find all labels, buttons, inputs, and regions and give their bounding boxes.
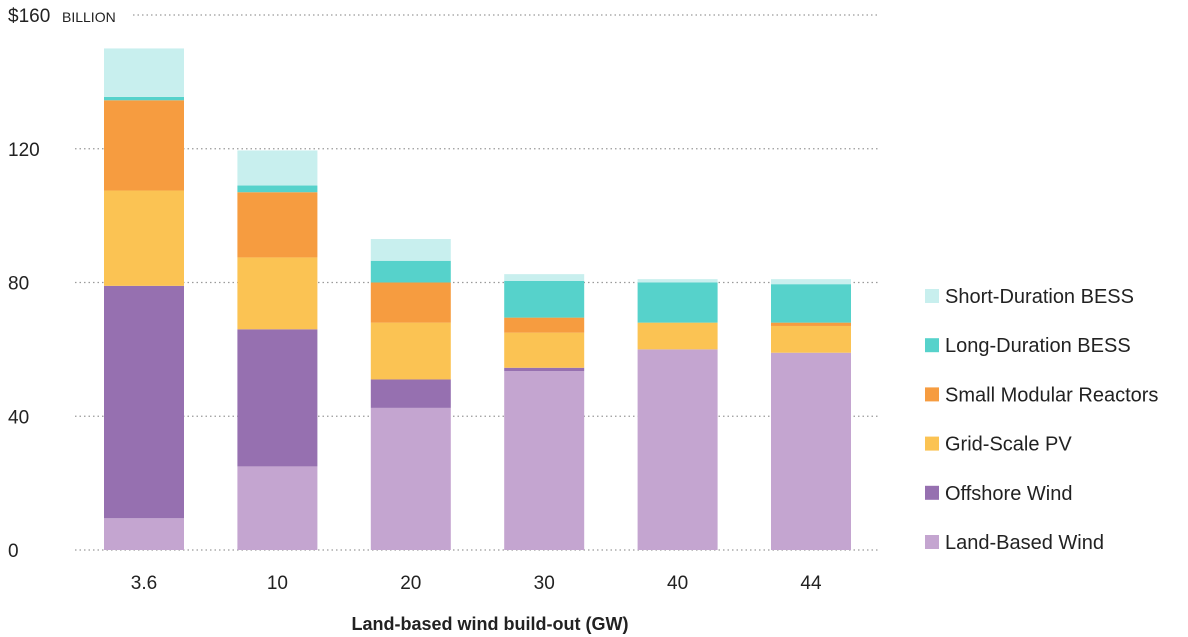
bar-segment xyxy=(771,352,851,550)
legend-swatch xyxy=(925,485,939,500)
legend-label: Long-Duration BESS xyxy=(945,335,1131,357)
bar-segment xyxy=(504,274,585,281)
x-tick-label: 30 xyxy=(534,573,555,594)
bar-segment xyxy=(771,322,851,326)
bar-segment xyxy=(637,322,718,350)
bar-segment xyxy=(237,257,318,330)
legend-label: Short-Duration BESS xyxy=(945,286,1134,308)
legend-swatch xyxy=(925,436,939,451)
x-tick-label: 44 xyxy=(800,573,822,594)
bar-segment xyxy=(104,285,184,519)
legend: Short-Duration BESS Long-Duration BESS Sma… xyxy=(925,286,1158,554)
legend-swatch xyxy=(925,387,939,402)
legend-label: Grid-Scale PV xyxy=(945,434,1072,456)
y-tick-label: 80 xyxy=(8,274,29,295)
bar-segment xyxy=(771,284,851,323)
x-tick-label: 40 xyxy=(667,573,688,594)
bar-segment xyxy=(237,466,318,550)
y-tick-label: 120 xyxy=(8,140,40,161)
bar-segment xyxy=(370,407,451,550)
y-tick-label: 0 xyxy=(8,541,19,562)
legend-label: Small Modular Reactors xyxy=(945,384,1158,406)
legend-swatch xyxy=(925,289,939,303)
x-tick-label: 10 xyxy=(267,573,288,594)
bar-segment xyxy=(637,282,718,323)
axis-labels: $160 BILLION Land-based wind build-out (… xyxy=(8,6,822,634)
bar-segment xyxy=(637,279,718,283)
x-axis-title: Land-based wind build-out (GW) xyxy=(352,614,629,634)
legend-label: Offshore Wind xyxy=(945,483,1072,505)
bar-segment xyxy=(370,282,451,323)
bar-segment xyxy=(504,367,585,372)
bar-segment xyxy=(504,280,585,318)
bar-segment xyxy=(370,322,451,380)
bar-segment xyxy=(237,329,318,467)
y-tick-label: 40 xyxy=(8,407,29,428)
x-tick-label: 20 xyxy=(400,573,421,594)
bar-segment xyxy=(370,379,451,408)
gridlines xyxy=(75,14,878,551)
bar-segment xyxy=(771,279,851,285)
x-tick-label: 3.6 xyxy=(131,573,157,594)
y-unit-label: BILLION xyxy=(62,9,116,25)
bar-segment xyxy=(104,100,184,191)
legend-swatch xyxy=(925,535,939,549)
bar-segment xyxy=(104,96,184,101)
bar-segment xyxy=(237,192,318,258)
legend-swatch xyxy=(925,338,939,353)
bar-segment xyxy=(504,371,585,550)
legend-label: Land-Based Wind xyxy=(945,532,1104,554)
bar-segment xyxy=(104,518,184,550)
bar-segment xyxy=(771,325,851,353)
bar-segment xyxy=(370,239,451,261)
bar-segment xyxy=(104,48,184,97)
bar-segment xyxy=(237,150,318,186)
bar-segment xyxy=(504,317,585,333)
bar-segment xyxy=(237,185,318,193)
bar-segment xyxy=(104,190,184,286)
y-top-value: $160 xyxy=(8,6,50,27)
bar-segment xyxy=(637,349,718,550)
bar-segment xyxy=(504,332,585,368)
bar-segment xyxy=(370,260,451,283)
bars xyxy=(104,48,851,550)
